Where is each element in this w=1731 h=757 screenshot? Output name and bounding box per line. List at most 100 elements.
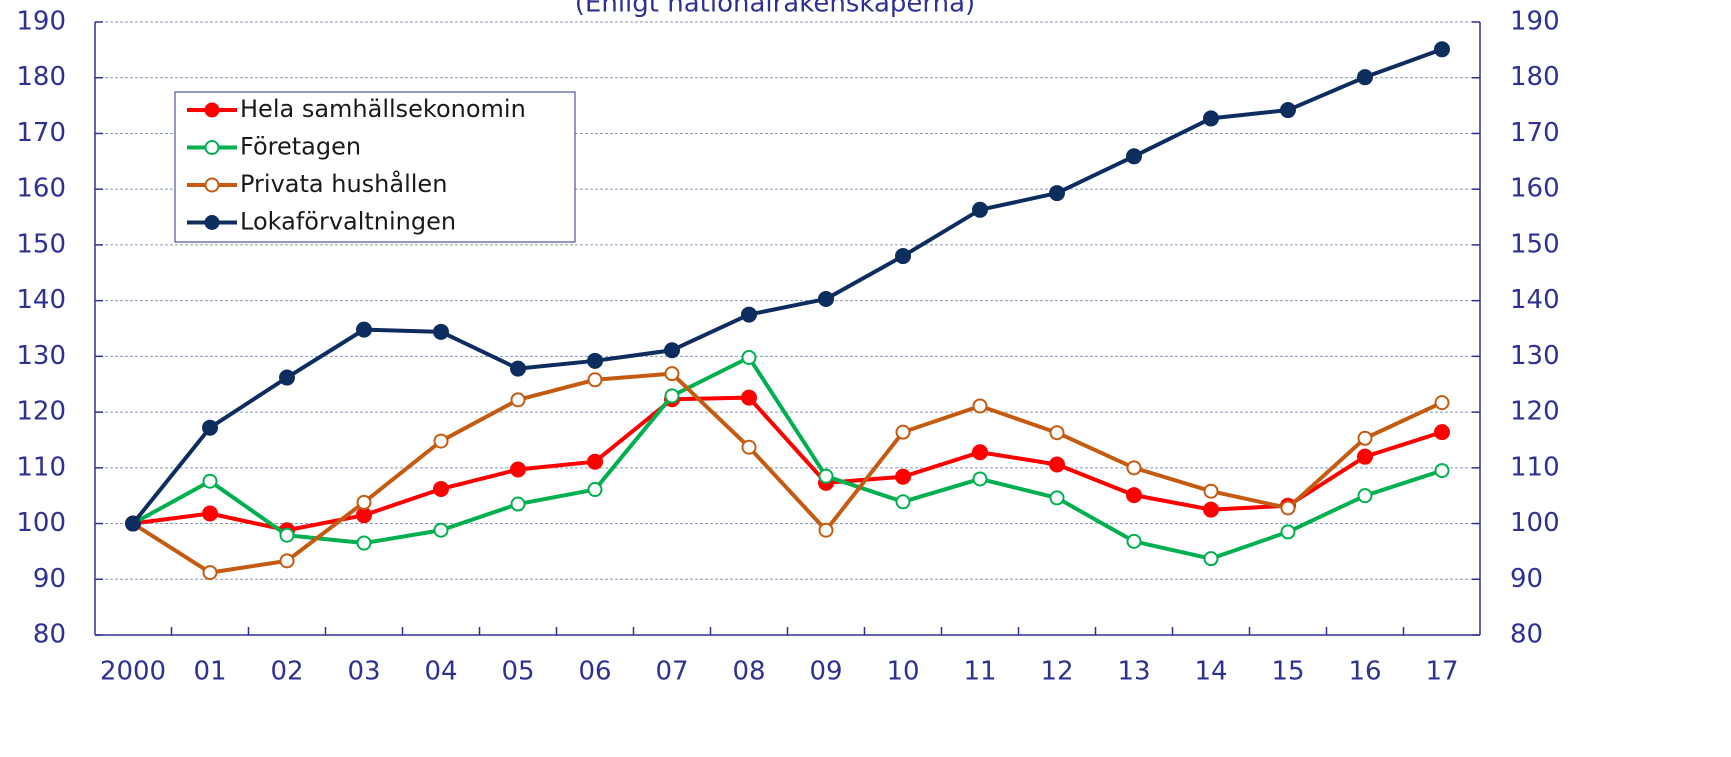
point	[895, 424, 911, 440]
point	[202, 473, 218, 489]
y-tick-label: 130	[16, 341, 66, 371]
point	[972, 471, 988, 487]
y2-tick-label: 190	[1510, 7, 1560, 37]
point	[587, 482, 603, 498]
y-tick-label: 120	[16, 397, 66, 427]
y-tick-label: 180	[16, 62, 66, 92]
point	[1126, 148, 1142, 165]
point	[741, 439, 757, 455]
point	[1280, 102, 1296, 119]
x-tick-label: 17	[1425, 657, 1458, 687]
point	[1434, 41, 1450, 58]
y2-tick-label: 180	[1510, 62, 1560, 92]
point	[510, 461, 526, 478]
chart-subtitle: (Enligt nationalräkenskaperna)	[575, 0, 975, 19]
y-tick-label: 100	[16, 508, 66, 538]
legend-marker	[204, 140, 220, 155]
legend-marker	[204, 215, 220, 230]
point	[1203, 551, 1219, 567]
point	[279, 553, 295, 569]
point	[664, 388, 680, 404]
point	[1049, 456, 1065, 473]
point	[202, 419, 218, 436]
point	[1203, 501, 1219, 518]
point	[1049, 185, 1065, 202]
x-tick-label: 04	[424, 657, 457, 687]
point	[433, 433, 449, 449]
point	[741, 389, 757, 406]
point	[433, 323, 449, 340]
point	[356, 494, 372, 510]
x-tick-label: 16	[1348, 657, 1381, 687]
legend-label: Lokaförvaltningen	[240, 208, 456, 236]
y-tick-label: 170	[16, 118, 66, 148]
x-tick-label: 02	[270, 657, 303, 687]
point	[664, 342, 680, 359]
y2-tick-label: 110	[1510, 452, 1560, 482]
point	[433, 522, 449, 538]
y2-tick-label: 120	[1510, 397, 1560, 427]
point	[279, 527, 295, 543]
point	[1280, 500, 1296, 516]
point	[1357, 448, 1373, 465]
y2-tick-label: 160	[1510, 174, 1560, 204]
x-tick-label: 10	[886, 657, 919, 687]
y-tick-label: 80	[33, 620, 66, 650]
y-tick-label: 150	[16, 229, 66, 259]
point	[356, 535, 372, 551]
series-line	[131, 371, 1443, 575]
point	[972, 201, 988, 218]
point	[741, 306, 757, 323]
point	[510, 392, 526, 408]
x-tick-label: 14	[1194, 657, 1227, 687]
y2-tick-label: 130	[1510, 341, 1560, 371]
series-line	[132, 395, 1443, 533]
point	[587, 372, 603, 388]
y-tick-label: 110	[16, 452, 66, 482]
legend: Hela samhällsekonomin Företagen Privata hu…	[174, 91, 576, 243]
legend-label: Företagen	[240, 133, 361, 161]
x-tick-label: 03	[347, 657, 380, 687]
point	[818, 522, 834, 538]
point	[972, 398, 988, 414]
x-tick-label: 06	[578, 657, 611, 687]
y2-tick-label: 90	[1510, 564, 1543, 594]
x-tick-label: 12	[1040, 657, 1073, 687]
point	[1203, 483, 1219, 499]
point	[587, 453, 603, 470]
legend-label: Privata hushållen	[240, 169, 447, 198]
point	[664, 366, 680, 382]
y-tick-label: 160	[16, 174, 66, 204]
point	[1434, 463, 1450, 479]
x-tick-label: 11	[963, 657, 996, 687]
point	[279, 369, 295, 386]
y2-tick-label: 140	[1510, 285, 1560, 315]
point	[1434, 424, 1450, 441]
point	[1049, 490, 1065, 506]
point	[510, 496, 526, 512]
point	[895, 468, 911, 485]
legend-box	[174, 91, 576, 243]
y2-tick-label: 150	[1510, 229, 1560, 259]
point	[972, 444, 988, 461]
series-line	[132, 355, 1443, 561]
point	[202, 565, 218, 581]
point	[1434, 395, 1450, 411]
point	[1357, 69, 1373, 86]
point	[1126, 487, 1142, 504]
x-tick-label: 2000	[100, 657, 166, 687]
point	[356, 507, 372, 524]
point	[1049, 425, 1065, 441]
point	[433, 480, 449, 497]
x-tick-label: 08	[732, 657, 765, 687]
y-tick-label: 190	[16, 7, 66, 37]
y-tick-label: 90	[33, 564, 66, 594]
point	[1357, 430, 1373, 446]
point	[1203, 110, 1219, 127]
legend-marker	[204, 102, 220, 118]
point	[1357, 488, 1373, 504]
x-tick-label: 05	[501, 657, 534, 687]
point	[818, 290, 834, 307]
legend-marker	[204, 177, 220, 193]
y2-tick-label: 100	[1510, 508, 1560, 538]
